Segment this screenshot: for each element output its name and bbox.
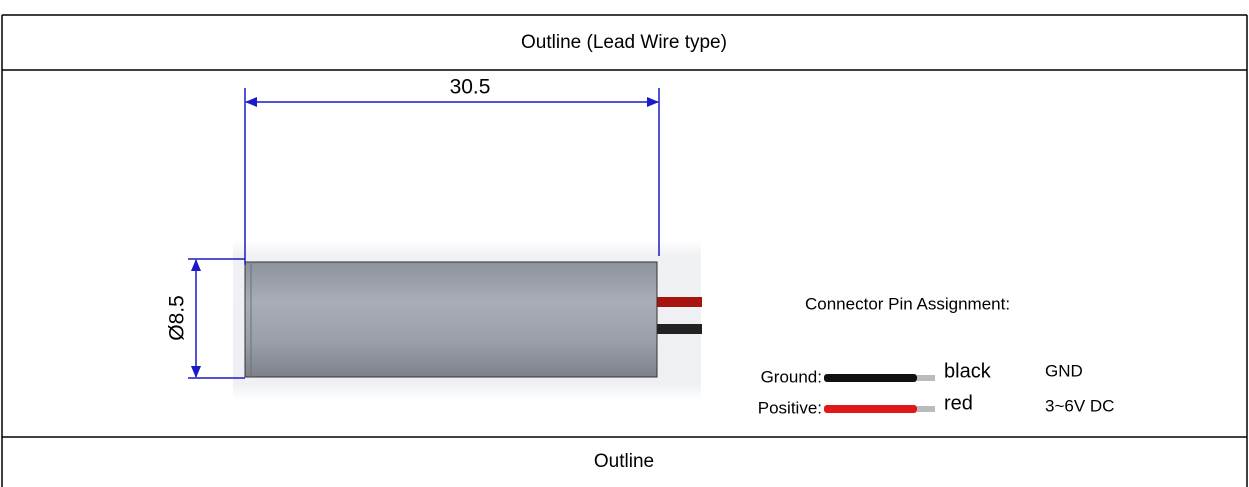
wire-color: red [944, 392, 973, 414]
table-frame [1, 14, 1248, 487]
pin-signal: GND [1045, 361, 1083, 380]
pin-label: Positive: [758, 398, 822, 417]
outline-drawing [188, 88, 702, 400]
wire-color: black [944, 360, 992, 382]
length-dimension: 30.5 [450, 76, 491, 99]
diameter-dimension: Ø8.5 [166, 295, 189, 341]
wire-icon [824, 374, 935, 382]
wire-icon [824, 405, 935, 413]
footer-caption: Outline [594, 451, 654, 472]
pin-label: Ground: [761, 367, 822, 386]
pin-title: Connector Pin Assignment: [805, 294, 1010, 313]
header-title: Outline (Lead Wire type) [521, 32, 727, 53]
pin-signal: 3~6V DC [1045, 396, 1114, 415]
